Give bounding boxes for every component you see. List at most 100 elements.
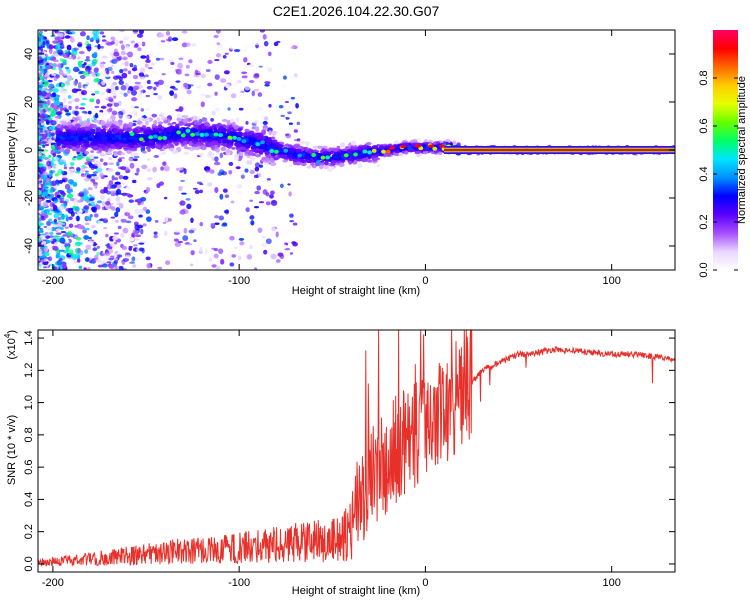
spectrogram-band-cell — [227, 142, 232, 147]
spectrogram-noise-cell — [41, 90, 47, 97]
spectrogram-noise-cell — [132, 158, 138, 162]
spectrogram-noise-cell — [75, 236, 82, 241]
spectrogram-noise-cell — [38, 135, 43, 139]
spectrogram-noise-cell — [66, 75, 73, 81]
spectrogram-noise-cell — [48, 44, 54, 50]
spectrogram-noise-cell — [42, 104, 49, 107]
spectrogram-noise-cell — [108, 162, 114, 165]
spectrogram-noise-cell — [93, 213, 99, 218]
spectrogram-noise-cell — [61, 170, 65, 175]
spectrogram-noise-cell — [74, 201, 79, 206]
spectrogram-noise-cell — [114, 265, 118, 270]
spectrogram-noise-cell — [81, 98, 88, 101]
spectrogram-band-cell — [288, 164, 294, 167]
spectrogram-noise-cell — [157, 79, 164, 86]
spectrogram-noise-cell — [215, 30, 221, 34]
spectrogram-noise-cell — [281, 117, 287, 122]
spectrogram-noise-cell — [42, 157, 49, 160]
spectrogram-noise-cell — [94, 112, 99, 119]
spectrogram-noise-cell — [96, 200, 102, 204]
spectrogram-noise-cell — [70, 168, 75, 171]
spectrogram-noise-cell — [266, 178, 271, 181]
spectrogram-noise-cell — [54, 115, 61, 119]
spectrogram-band-cell — [234, 153, 240, 159]
spectrogram-noise-cell — [142, 223, 147, 227]
spectrogram-band-cell — [271, 130, 278, 135]
spectrogram-noise-cell — [118, 175, 124, 180]
spectrogram-noise-cell — [241, 75, 248, 79]
spectrogram-noise-cell — [93, 34, 100, 41]
spectrogram-noise-cell — [278, 105, 284, 109]
spectrogram-noise-cell — [91, 206, 96, 213]
spectrogram-noise-cell — [117, 108, 122, 111]
spectrogram-noise-cell — [77, 56, 81, 60]
spectrogram-noise-cell — [144, 74, 149, 78]
spectrogram-band-cell — [176, 117, 183, 122]
spectrogram-band-cell — [324, 160, 329, 166]
spectrogram-noise-cell — [128, 199, 134, 203]
spectrogram-noise-cell — [257, 92, 263, 97]
spectrogram-noise-cell — [94, 105, 100, 109]
spectrogram-noise-cell — [153, 93, 158, 96]
spectrogram-band-cell — [193, 116, 198, 120]
spectrogram-noise-cell — [249, 206, 256, 213]
spectrogram-noise-cell — [114, 211, 119, 218]
spectrogram-noise-cell — [59, 249, 65, 252]
spectrogram-noise-cell — [236, 79, 242, 84]
spectrogram-band-cell — [206, 139, 212, 142]
spectrogram-noise-cell — [175, 167, 180, 171]
spectrogram-noise-cell — [243, 57, 248, 63]
spectrogram-noise-cell — [117, 254, 123, 258]
spectrogram-noise-cell — [79, 107, 86, 110]
spectrogram-noise-cell — [110, 190, 118, 193]
spectrogram-noise-cell — [46, 160, 52, 167]
spectrogram-noise-cell — [38, 205, 41, 210]
spectrogram-noise-cell — [56, 63, 62, 68]
spectrogram-noise-cell — [77, 41, 83, 48]
spectrogram-noise-cell — [38, 230, 41, 235]
spectrogram-noise-cell — [80, 102, 86, 106]
spectrogram-noise-cell — [130, 89, 138, 96]
spectrogram-noise-cell — [115, 196, 121, 202]
spectrogram-band-cell — [90, 150, 94, 153]
spectrogram-noise-cell — [215, 265, 221, 270]
spectrogram-noise-cell — [140, 240, 147, 243]
spectrogram-noise-cell — [38, 59, 44, 64]
spectrogram-noise-cell — [259, 30, 265, 33]
spectrogram-noise-cell — [132, 109, 137, 115]
spectrogram-noise-cell — [44, 182, 49, 186]
spectrogram-noise-cell — [270, 253, 277, 260]
spectrogram-noise-cell — [53, 213, 60, 219]
spectrogram-noise-cell — [229, 174, 233, 178]
spectrogram-band-cell — [273, 156, 279, 161]
spectrogram-band-cell — [147, 147, 151, 153]
spectrogram-noise-cell — [78, 71, 83, 75]
spectrogram-band-cell — [90, 117, 95, 121]
spectrogram-noise-cell — [262, 54, 269, 57]
spectrogram-noise-cell — [38, 253, 43, 257]
spectrogram-noise-cell — [44, 80, 49, 86]
spectrogram-noise-cell — [217, 172, 223, 176]
spectrogram-noise-cell — [111, 175, 115, 181]
spectrogram-band-cell — [183, 151, 190, 155]
spectrogram-noise-cell — [60, 245, 65, 248]
spectrogram-noise-cell — [178, 106, 183, 112]
spectrogram-noise-cell — [218, 248, 224, 255]
spectrogram-noise-cell — [224, 194, 230, 199]
spectrogram-noise-cell — [231, 254, 237, 258]
spectrogram-noise-cell — [112, 82, 117, 86]
spectrogram-noise-cell — [114, 42, 119, 47]
spectrogram-noise-cell — [105, 201, 111, 206]
spectrogram-noise-cell — [296, 138, 301, 142]
spectrogram-noise-cell — [230, 93, 237, 99]
spectrogram-noise-cell — [228, 161, 234, 167]
spectrogram-noise-cell — [279, 254, 285, 260]
spectrogram-noise-cell — [234, 246, 238, 249]
spectrogram-noise-cell — [92, 181, 99, 187]
spectrogram-noise-cell — [138, 214, 143, 218]
spectrogram-noise-cell — [41, 241, 47, 246]
spectrogram-noise-cell — [67, 32, 73, 35]
spectrogram-noise-cell — [289, 213, 294, 217]
spectrogram-noise-cell — [218, 215, 225, 221]
spectrogram-noise-cell — [196, 85, 201, 89]
